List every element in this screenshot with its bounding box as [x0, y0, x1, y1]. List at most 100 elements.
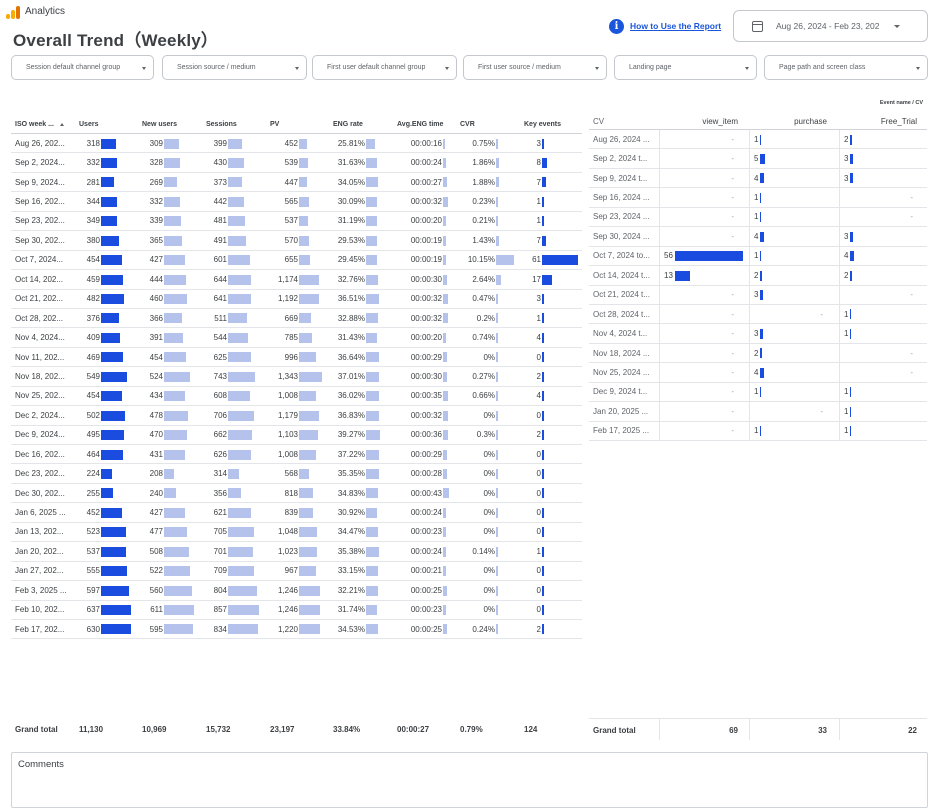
column-divider — [659, 363, 660, 382]
help-link-label[interactable]: How to Use the Report — [630, 21, 722, 31]
users-value: 597 — [86, 585, 100, 595]
cv-week-label[interactable]: Jan 20, 2025 ... — [593, 406, 649, 416]
cv-week-label[interactable]: Sep 30, 2024 ... — [593, 231, 650, 241]
sort-ascending-icon[interactable] — [59, 123, 64, 126]
header-key-events[interactable]: Key events — [524, 121, 561, 128]
week-label[interactable]: Sep 16, 202... — [15, 197, 65, 207]
help-link[interactable]: i How to Use the Report — [609, 17, 721, 35]
users-bar — [101, 332, 121, 343]
eng-rate-bar — [366, 255, 377, 266]
free-trial-bar — [849, 328, 852, 339]
week-label[interactable]: Sep 2, 2024... — [15, 158, 65, 168]
week-label[interactable]: Dec 30, 202... — [15, 488, 65, 498]
header-view-item[interactable]: view_item — [702, 116, 738, 126]
header-users[interactable]: Users — [79, 121, 99, 128]
sessions-bar — [228, 352, 251, 363]
key-events-bar — [542, 332, 545, 343]
header-purchase[interactable]: purchase — [794, 116, 827, 126]
week-label[interactable]: Nov 11, 202... — [15, 352, 65, 362]
week-label[interactable]: Feb 10, 202... — [15, 605, 65, 615]
users-value: 255 — [86, 488, 100, 498]
eng-rate-value: 39.27% — [337, 430, 365, 440]
header-new-users[interactable]: New users — [142, 121, 178, 128]
week-label[interactable]: Oct 7, 2024... — [15, 255, 64, 265]
header-pv[interactable]: PV — [270, 121, 280, 128]
table-row: Sep 16, 2024 ... - 1 - — [589, 188, 927, 208]
week-label[interactable]: Oct 21, 202... — [15, 294, 64, 304]
week-label[interactable]: Dec 9, 2024... — [15, 430, 65, 440]
week-label[interactable]: Nov 4, 2024... — [15, 333, 65, 343]
eng-rate-value: 29.45% — [337, 255, 365, 265]
pv-bar — [299, 235, 309, 246]
week-label[interactable]: Sep 9, 2024... — [15, 177, 65, 187]
cv-week-label[interactable]: Oct 14, 2024 t... — [593, 270, 650, 280]
eng-rate-bar — [366, 391, 379, 402]
table-row: Oct 28, 2024 t... - - 1 — [589, 304, 927, 325]
week-label[interactable]: Feb 3, 2025 ... — [15, 585, 67, 595]
week-label[interactable]: Jan 20, 202... — [15, 546, 64, 556]
header-cv[interactable]: CV — [593, 116, 605, 126]
week-label[interactable]: Dec 23, 202... — [15, 469, 65, 479]
users-bar — [101, 157, 117, 168]
new-users-bar — [164, 624, 194, 635]
cv-week-label[interactable]: Nov 18, 2024 ... — [593, 348, 650, 358]
filter-session-source-medium[interactable]: Session source / medium — [162, 55, 307, 80]
week-label[interactable]: Sep 23, 202... — [15, 216, 65, 226]
cv-week-label[interactable]: Aug 26, 2024 ... — [593, 134, 650, 144]
filter-first-user-source-medium[interactable]: First user source / medium — [463, 55, 607, 80]
users-value: 281 — [86, 177, 100, 187]
cv-week-label[interactable]: Oct 7, 2024 to... — [593, 251, 650, 261]
purchase-bar — [759, 367, 764, 378]
users-value: 332 — [86, 158, 100, 168]
filter-page-path-screen-class[interactable]: Page path and screen class — [764, 55, 928, 80]
eng-rate-bar — [366, 352, 380, 363]
column-divider — [749, 285, 750, 304]
week-label[interactable]: Sep 30, 202... — [15, 235, 65, 245]
week-label[interactable]: Oct 14, 202... — [15, 274, 64, 284]
week-label[interactable]: Oct 28, 202... — [15, 313, 64, 323]
filter-landing-page[interactable]: Landing page — [614, 55, 757, 80]
cv-week-label[interactable]: Sep 23, 2024 ... — [593, 212, 650, 222]
week-label[interactable]: Dec 2, 2024... — [15, 410, 65, 420]
eng-rate-value: 25.81% — [337, 138, 365, 148]
cv-week-label[interactable]: Oct 21, 2024 t... — [593, 290, 650, 300]
header-iso-week[interactable]: ISO week ... — [15, 116, 64, 133]
header-sessions[interactable]: Sessions — [206, 121, 237, 128]
filter-first-user-default-channel-group[interactable]: First user default channel group — [312, 55, 457, 80]
cv-week-label[interactable]: Dec 9, 2024 t... — [593, 387, 648, 397]
date-range-picker[interactable]: Aug 26, 2024 - Feb 23, 202 — [733, 10, 928, 42]
key-events-bar — [542, 157, 547, 168]
cv-week-label[interactable]: Sep 9, 2024 t... — [593, 173, 648, 183]
cv-week-label[interactable]: Sep 16, 2024 ... — [593, 193, 650, 203]
comments-box[interactable]: Comments — [11, 752, 928, 808]
header-eng-rate[interactable]: ENG rate — [333, 121, 363, 128]
week-label[interactable]: Nov 25, 202... — [15, 391, 65, 401]
week-label[interactable]: Jan 27, 202... — [15, 566, 64, 576]
users-value: 452 — [86, 508, 100, 518]
week-label[interactable]: Feb 17, 202... — [15, 624, 65, 634]
filter-session-default-channel-group[interactable]: Session default channel group — [11, 55, 154, 80]
cv-week-label[interactable]: Feb 17, 2025 ... — [593, 426, 650, 436]
purchase-value: - — [820, 309, 823, 319]
cv-week-label[interactable]: Nov 25, 2024 ... — [593, 367, 650, 377]
header-free-trial[interactable]: Free_Trial — [880, 116, 917, 126]
week-label[interactable]: Jan 13, 202... — [15, 527, 64, 537]
eng-time-value: 00:00:30 — [410, 274, 442, 284]
cv-week-label[interactable]: Sep 2, 2024 t... — [593, 154, 648, 164]
header-avg-eng-time[interactable]: Avg.ENG time — [397, 121, 444, 128]
free-trial-value: 4 — [844, 251, 849, 261]
header-cvr[interactable]: CVR — [460, 121, 475, 128]
week-label[interactable]: Dec 16, 202... — [15, 449, 65, 459]
chevron-down-icon — [142, 67, 146, 70]
week-label[interactable]: Jan 6, 2025 ... — [15, 508, 66, 518]
pv-bar — [299, 332, 313, 343]
pv-value: 669 — [284, 313, 298, 323]
grand-total-sessions: 15,732 — [206, 724, 231, 734]
eng-rate-bar — [366, 371, 380, 382]
week-label[interactable]: Nov 18, 202... — [15, 371, 65, 381]
new-users-value: 477 — [149, 527, 163, 537]
cv-week-label[interactable]: Oct 28, 2024 t... — [593, 309, 650, 319]
week-label[interactable]: Aug 26, 202... — [15, 138, 65, 148]
cv-week-label[interactable]: Nov 4, 2024 t... — [593, 329, 648, 339]
free-trial-bar — [849, 309, 852, 320]
